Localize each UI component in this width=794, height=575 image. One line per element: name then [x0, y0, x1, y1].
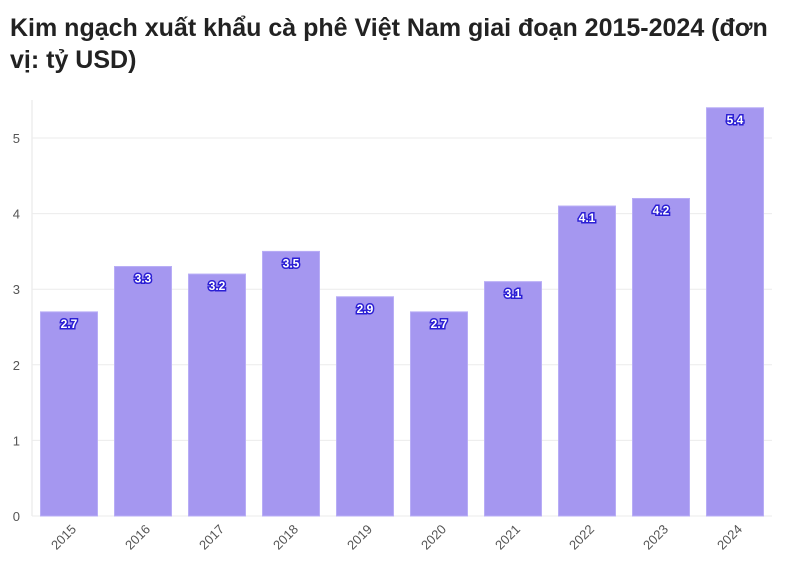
y-tick-label: 0 — [13, 509, 20, 524]
y-tick-label: 3 — [13, 282, 20, 297]
bar — [114, 266, 172, 517]
data-label: 2.7 — [431, 317, 448, 331]
x-tick-label: 2016 — [122, 522, 153, 553]
bar — [632, 197, 690, 517]
x-tick-label: 2024 — [714, 522, 745, 553]
bar — [706, 107, 764, 517]
data-label: 3.5 — [283, 256, 300, 270]
bar — [188, 273, 246, 517]
data-label: 2.9 — [357, 302, 374, 316]
data-label: 3.2 — [209, 279, 226, 293]
data-label: 4.1 — [579, 211, 596, 225]
x-tick-label: 2021 — [492, 522, 523, 553]
chart-title: Kim ngạch xuất khẩu cà phê Việt Nam giai… — [10, 14, 768, 74]
x-tick-label: 2020 — [418, 522, 449, 553]
y-tick-label: 2 — [13, 358, 20, 373]
x-tick-label: 2017 — [196, 522, 227, 553]
x-tick-label: 2019 — [344, 522, 375, 553]
x-tick-label: 2018 — [270, 522, 301, 553]
bar — [484, 281, 542, 517]
y-tick-label: 4 — [13, 207, 20, 222]
data-label: 4.2 — [653, 203, 670, 217]
bar — [336, 296, 394, 517]
data-label: 5.4 — [727, 113, 744, 127]
data-label: 2.7 — [61, 317, 78, 331]
bar — [262, 250, 320, 517]
data-label: 3.3 — [135, 272, 152, 286]
x-tick-label: 2015 — [48, 522, 79, 553]
bar — [558, 205, 616, 517]
bar — [40, 311, 98, 517]
y-tick-label: 1 — [13, 433, 20, 448]
x-tick-label: 2023 — [640, 522, 671, 553]
x-tick-label: 2022 — [566, 522, 597, 553]
y-tick-label: 5 — [13, 131, 20, 146]
data-label: 3.1 — [505, 287, 522, 301]
bar — [410, 311, 468, 517]
